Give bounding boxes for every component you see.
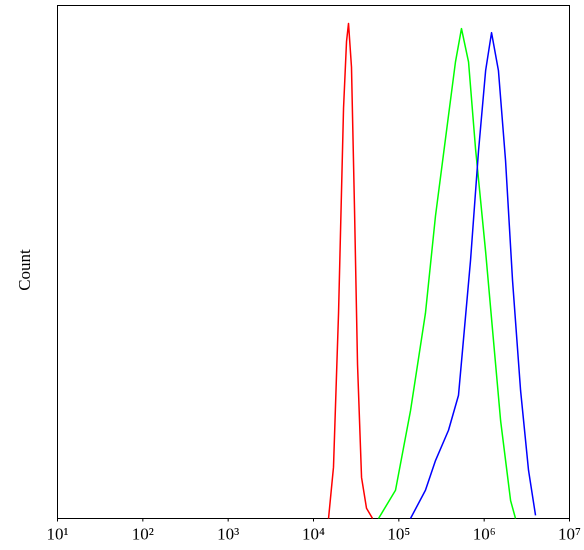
x-tick-label: 10⁵ [387, 524, 410, 543]
x-tick-label: 10³ [217, 524, 239, 543]
histogram-line [327, 22, 374, 519]
histogram-line [409, 31, 537, 519]
x-tick-label: 10² [132, 524, 154, 543]
plot-frame [57, 5, 570, 519]
x-tick-label: 10⁴ [302, 524, 325, 543]
histogram-line [377, 27, 517, 519]
y-axis-label: Count [15, 249, 34, 291]
x-tick-label: 10⁷ [558, 524, 581, 543]
x-tick-label: 10¹ [46, 524, 68, 543]
x-tick-label: 10⁶ [473, 524, 496, 543]
